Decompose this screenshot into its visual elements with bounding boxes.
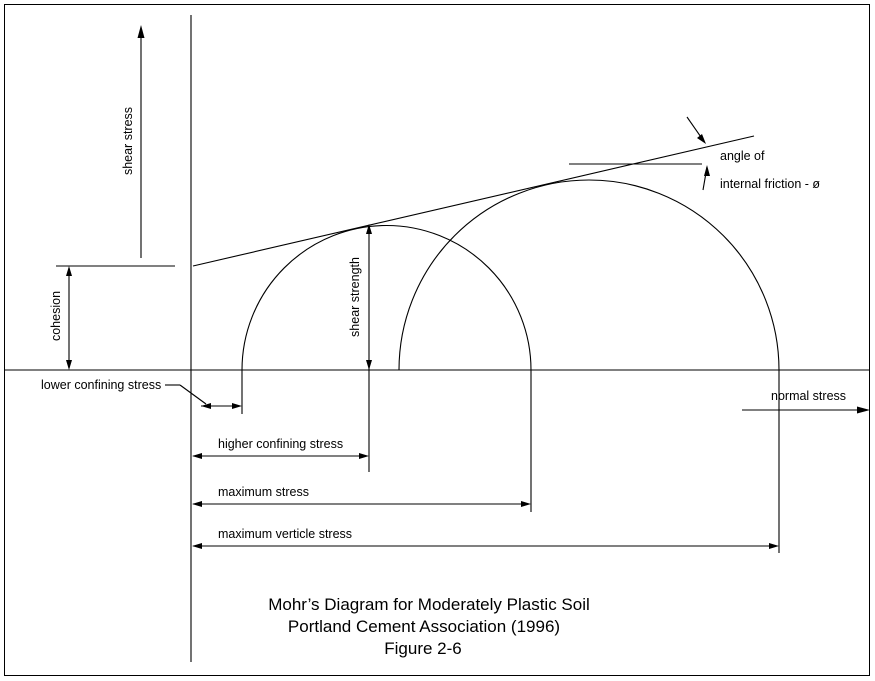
angle-arrowhead-lower — [704, 165, 710, 176]
angle-label-line2: internal friction - ø — [720, 177, 820, 191]
lower-confining-arrowhead-left — [201, 403, 211, 409]
normal-stress-arrowhead — [857, 406, 870, 414]
angle-arrowhead-upper — [697, 134, 706, 144]
maximum-verticle-arrowhead-left — [192, 543, 202, 549]
cohesion-label: cohesion — [49, 291, 63, 341]
diagram-frame — [4, 4, 870, 676]
normal-stress-label: normal stress — [771, 389, 846, 403]
maximum-stress-label: maximum stress — [218, 485, 309, 499]
lower-confining-leader-diagonal — [179, 384, 207, 405]
cohesion-arrowhead-top — [66, 266, 72, 276]
maximum-verticle-arrowhead-right — [769, 543, 779, 549]
shear-strength-arrowhead-top — [366, 224, 372, 234]
shear-stress-arrowhead — [137, 25, 145, 38]
mohr-circle-large — [398, 179, 780, 371]
higher-confining-arrowhead-left — [192, 453, 202, 459]
caption-title: Mohr’s Diagram for Moderately Plastic So… — [268, 595, 590, 614]
mohr-circle-small — [241, 224, 532, 371]
lower-confining-arrowhead-right — [232, 403, 242, 409]
failure-envelope-line — [192, 135, 755, 267]
caption-source: Portland Cement Association (1996) — [288, 617, 560, 636]
lower-confining-label: lower confining stress — [41, 378, 161, 392]
cohesion-arrowhead-bottom — [66, 360, 72, 370]
higher-confining-arrowhead-right — [359, 453, 369, 459]
shear-strength-label: shear strength — [348, 257, 362, 337]
higher-confining-label: higher confining stress — [218, 437, 343, 451]
caption-figure-number: Figure 2-6 — [384, 639, 461, 658]
maximum-stress-arrowhead-left — [192, 501, 202, 507]
shear-strength-arrowhead-bottom — [366, 360, 372, 370]
angle-label-line1: angle of — [720, 149, 765, 163]
shear-stress-label: shear stress — [121, 107, 135, 175]
maximum-stress-arrowhead-right — [521, 501, 531, 507]
maximum-verticle-label: maximum verticle stress — [218, 527, 352, 541]
